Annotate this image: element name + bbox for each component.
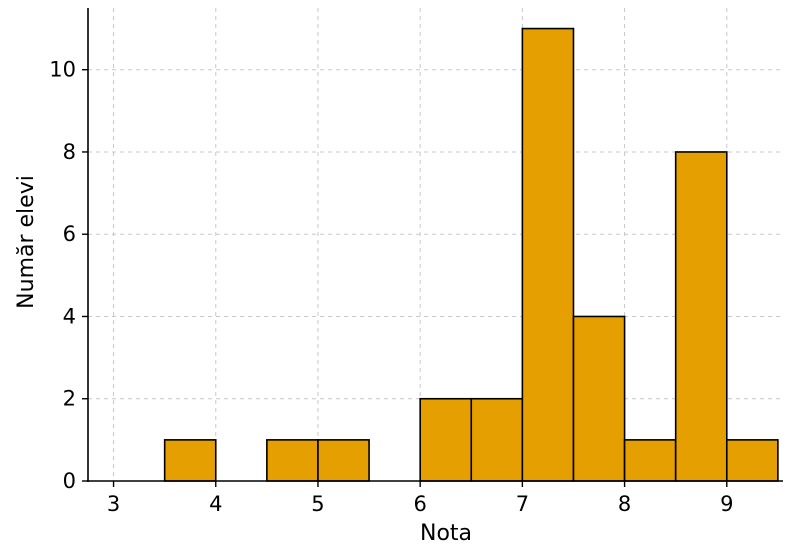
x-tick-label: 6 [413,492,426,516]
x-tick-label: 8 [618,492,631,516]
x-tick-label: 7 [516,492,529,516]
histogram-bar [419,397,473,482]
x-tick-label: 3 [107,492,120,516]
histogram-bar [470,397,524,482]
y-tick-label: 4 [63,304,76,328]
histogram-bar [572,315,626,482]
histogram-bar [674,151,728,482]
x-tick-label: 4 [209,492,222,516]
x-tick-label: 5 [311,492,324,516]
y-axis-label: Număr elevi [14,175,39,309]
tick-labels: 3 4 5 6 7 8 9 0 2 4 6 8 10 [49,58,733,516]
histogram-bar [521,27,575,482]
y-tick-label: 10 [49,58,76,82]
histogram-bar [163,439,217,482]
histogram-bar [266,439,319,482]
y-tick-label: 2 [63,387,76,411]
bars [163,27,779,482]
y-tick-label: 8 [63,140,76,164]
histogram-bar [725,439,779,482]
histogram-bar [317,439,370,482]
y-tick-label: 6 [63,222,76,246]
x-axis-label: Nota [420,521,472,546]
axes [82,8,783,487]
histogram-bar [623,439,677,482]
y-tick-label: 0 [63,469,76,493]
x-tick-label: 9 [720,492,733,516]
